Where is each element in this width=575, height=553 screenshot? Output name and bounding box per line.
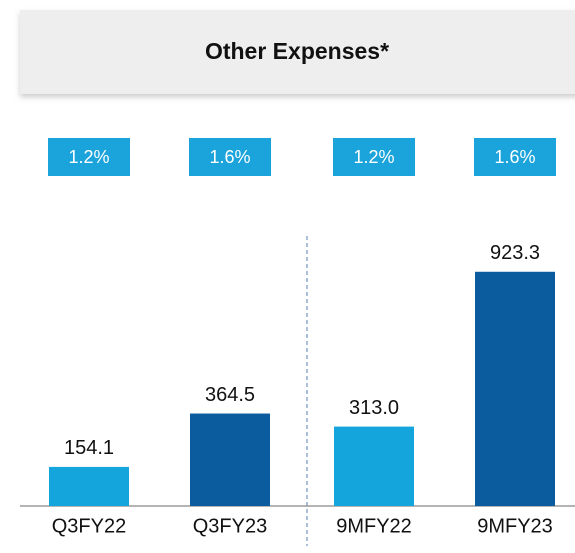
bar (190, 413, 270, 506)
x-tick-label: 9MFY22 (336, 515, 412, 537)
annotation-box (474, 138, 556, 176)
annotation: 1.6% (209, 147, 250, 167)
annotation-box (189, 138, 271, 176)
annotation: 1.2% (68, 147, 109, 167)
value-label: 923.3 (490, 242, 540, 264)
bar (49, 466, 129, 506)
chart-title: Other Expenses* (205, 38, 389, 64)
bar (475, 271, 555, 506)
bar (334, 426, 414, 506)
annotation-box (48, 138, 130, 176)
value-label: 313.0 (349, 397, 399, 419)
annotation: 1.2% (353, 147, 394, 167)
value-label: 364.5 (205, 384, 255, 406)
annotation: 1.6% (494, 147, 535, 167)
value-label: 154.1 (64, 437, 114, 459)
annotation-box (333, 138, 415, 176)
x-tick-label: 9MFY23 (477, 515, 553, 537)
x-tick-label: Q3FY23 (193, 515, 267, 537)
x-tick-label: Q3FY22 (52, 515, 126, 537)
title-box (20, 10, 575, 94)
